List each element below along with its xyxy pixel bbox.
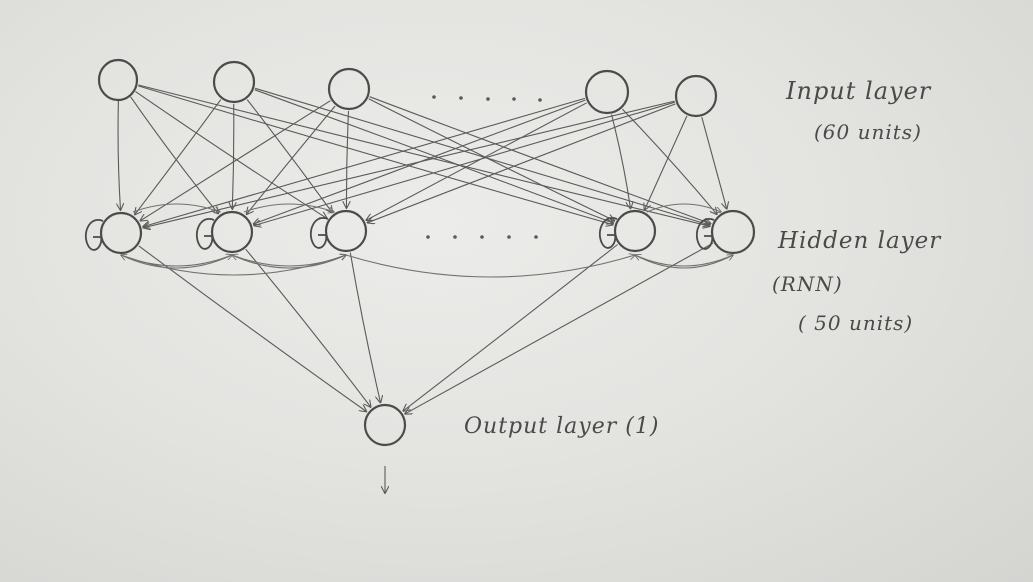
recurrent-arc <box>634 255 733 269</box>
input-node <box>327 67 371 111</box>
input-to-hidden-edge <box>246 99 332 213</box>
recurrent-arc <box>243 203 334 212</box>
self-loop-hook <box>84 219 104 251</box>
recurrent-connections <box>120 203 734 278</box>
ellipsis-dot <box>426 235 430 239</box>
ellipsis-dot <box>534 235 538 239</box>
input-to-hidden-edge <box>143 97 586 226</box>
output-node <box>363 403 407 447</box>
ellipsis-dot <box>432 95 436 99</box>
hidden-ellipsis <box>426 235 538 239</box>
hidden-node <box>710 209 756 255</box>
self-loop-hook <box>695 218 715 250</box>
ellipsis-dot <box>512 97 516 101</box>
input-to-hidden-edge <box>610 114 631 209</box>
hidden-layer-label: Hidden layer <box>777 228 942 254</box>
ellipsis-dot <box>453 235 457 239</box>
ellipsis-dot <box>459 96 463 100</box>
recurrent-arc <box>345 255 635 278</box>
ellipsis-dot <box>507 235 511 239</box>
input-to-hidden-edge <box>369 96 711 224</box>
input-to-hidden-edge <box>366 102 587 220</box>
recurrent-arc <box>231 255 346 269</box>
input-to-hidden-edge <box>130 96 219 214</box>
input-to-hidden-edge <box>118 100 120 210</box>
input-node <box>674 74 718 118</box>
self-loop-hook <box>309 217 329 249</box>
input-node <box>584 69 630 115</box>
hidden-to-output-edge <box>403 244 618 411</box>
input-to-hidden-edge <box>143 100 675 228</box>
ellipsis-dot <box>538 98 542 102</box>
input-layer-label: Input layer <box>785 77 932 105</box>
input-to-hidden-connections <box>118 84 727 228</box>
recurrent-arc <box>120 255 346 276</box>
input-to-hidden-edge <box>622 108 717 214</box>
hidden-to-output-edge <box>138 245 367 412</box>
recurrent-arc <box>132 203 220 212</box>
input-node <box>97 58 139 102</box>
hidden-to-output-connections <box>138 242 714 414</box>
input-to-hidden-edge <box>247 105 336 214</box>
hidden-to-output-edge <box>349 252 380 403</box>
input-to-hidden-edge <box>135 91 327 219</box>
ellipsis-dot <box>480 235 484 239</box>
input-to-hidden-edge <box>140 100 331 221</box>
input-node <box>212 60 256 104</box>
input-layer-nodes <box>97 58 718 118</box>
hidden-node <box>99 211 143 255</box>
hidden-node <box>613 209 657 253</box>
output-layer-nodes <box>363 403 407 447</box>
hidden-layer-nodes <box>99 209 756 255</box>
input-ellipsis <box>432 95 542 102</box>
input-to-hidden-edge <box>138 84 709 226</box>
input-layer-units: (60 units) <box>814 120 922 144</box>
input-to-hidden-edge <box>701 117 727 209</box>
input-to-hidden-edge <box>135 99 222 215</box>
self-loops <box>84 217 715 251</box>
recurrent-arc <box>635 255 734 267</box>
recurrent-arc <box>121 255 233 269</box>
hidden-node <box>324 209 368 253</box>
hidden-to-output-edge <box>405 242 714 414</box>
input-to-hidden-edge <box>254 101 676 225</box>
input-to-hidden-edge <box>138 85 613 225</box>
hidden-to-output-edge <box>245 248 371 407</box>
input-to-hidden-edge <box>368 103 676 223</box>
output-layer-label: Output layer (1) <box>464 414 659 439</box>
self-loop-hook <box>598 217 618 249</box>
hidden-layer-units: ( 50 units) <box>798 311 913 335</box>
input-to-hidden-edge <box>232 103 234 209</box>
recurrent-arc <box>646 203 721 212</box>
recurrent-arc <box>232 255 347 267</box>
hidden-layer-type: (RNN) <box>772 272 843 296</box>
input-to-hidden-edge <box>346 110 348 208</box>
ellipsis-dot <box>486 97 490 101</box>
hidden-node <box>210 210 254 254</box>
self-loop-hook <box>195 218 215 250</box>
input-to-hidden-edge <box>368 98 615 221</box>
input-to-hidden-edge <box>645 115 688 210</box>
